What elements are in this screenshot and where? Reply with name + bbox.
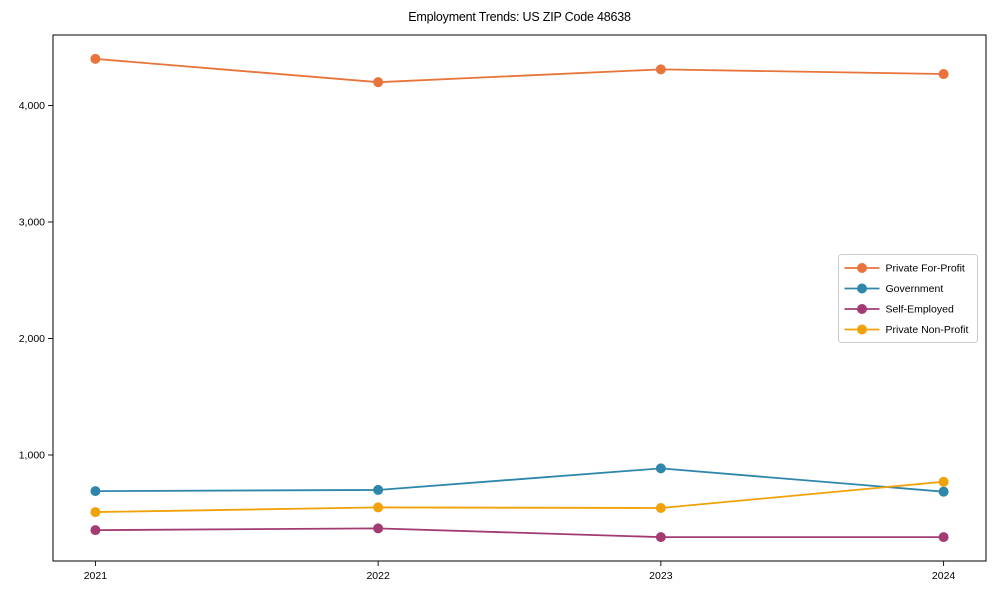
data-point: [373, 77, 384, 88]
y-tick-label: 1,000: [19, 450, 45, 462]
legend-marker-icon: [857, 263, 867, 273]
legend-label: Government: [886, 283, 944, 295]
data-point: [90, 486, 101, 497]
legend-item: Private For-Profit: [844, 263, 965, 275]
chart-title: Employment Trends: US ZIP Code 48638: [408, 10, 631, 24]
y-tick-label: 4,000: [19, 100, 45, 112]
x-tick-label: 2021: [84, 570, 108, 582]
legend-box: [838, 254, 978, 343]
series-line: [95, 480, 944, 513]
data-point: [373, 502, 384, 513]
legend-marker-icon: [857, 304, 867, 314]
x-tick-label: 2022: [366, 570, 390, 582]
data-point: [938, 69, 949, 80]
legend-item: Government: [844, 283, 944, 295]
data-point: [655, 463, 666, 474]
data-point: [90, 507, 101, 518]
data-point: [90, 53, 101, 64]
series-line: [95, 57, 944, 84]
legend-label: Self-Employed: [886, 304, 954, 316]
legend-item: Private Non-Profit: [844, 324, 969, 336]
legend-marker-icon: [857, 283, 867, 294]
legend-marker-icon: [857, 324, 867, 335]
legend-label: Private For-Profit: [886, 263, 965, 275]
data-point: [938, 486, 949, 497]
series-line: [95, 527, 944, 539]
x-tick-label: 2023: [649, 570, 673, 582]
y-tick-label: 2,000: [19, 333, 45, 345]
data-point: [655, 64, 666, 75]
data-point: [938, 532, 949, 543]
data-point: [373, 484, 384, 495]
data-point: [90, 525, 101, 536]
x-tick-label: 2024: [932, 570, 956, 582]
series-line: [95, 467, 944, 493]
legend-item: Self-Employed: [844, 304, 954, 316]
data-point: [373, 523, 384, 534]
y-tick-label: 3,000: [19, 217, 45, 229]
data-point: [655, 502, 666, 513]
legend: Private For-Profit Government Self-Employe…: [838, 254, 978, 343]
plot-border: [52, 34, 987, 562]
legend-label: Private Non-Profit: [886, 324, 969, 336]
data-point: [938, 476, 949, 487]
data-point: [655, 532, 666, 543]
